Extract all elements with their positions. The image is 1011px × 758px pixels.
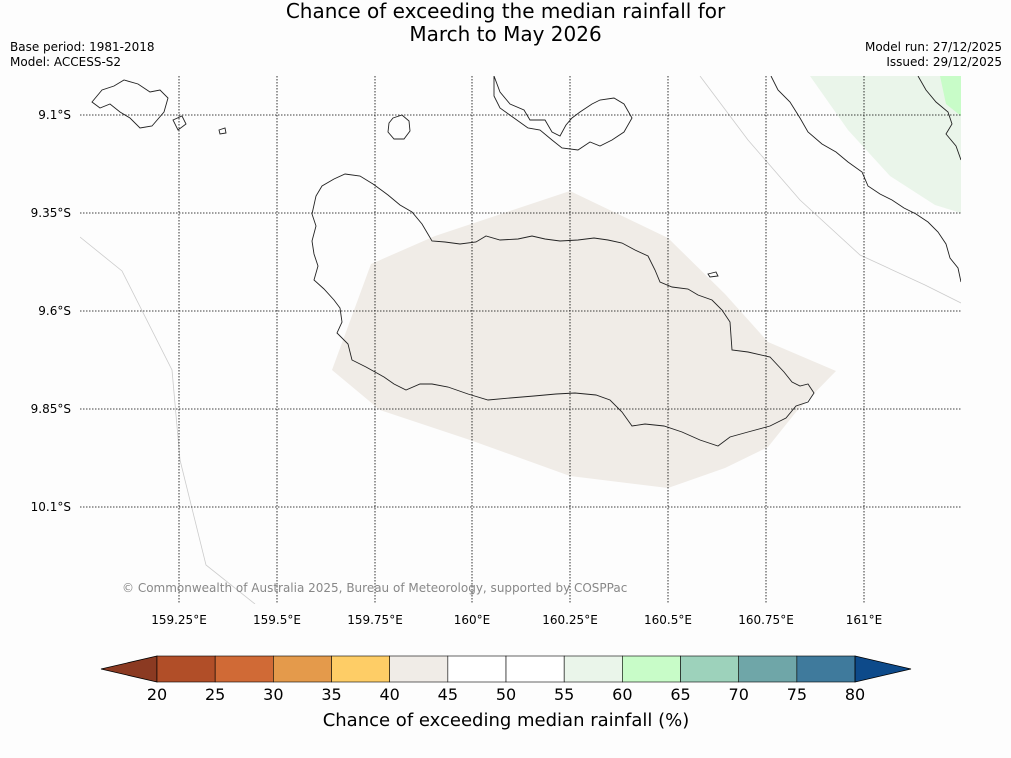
colorbar-tick-label: 75	[787, 685, 807, 704]
colorbar-tick-label: 50	[496, 685, 516, 704]
colorbar-segment	[738, 655, 798, 683]
colorbar-under-arrow	[100, 655, 158, 683]
savo-island-coastline	[387, 114, 411, 140]
colorbar-tick-label: 30	[263, 685, 283, 704]
eez-boundary-east	[699, 76, 961, 304]
colorbar-title: Chance of exceeding median rainfall (%)	[323, 710, 690, 731]
latitude-labels: 9.1°S 9.35°S 9.6°S 9.85°S 10.1°S	[31, 108, 71, 514]
colorbar-tick-label: 20	[147, 685, 167, 704]
map-title-line1: Chance of exceeding the median rainfall …	[285, 0, 726, 23]
lon-tick-label: 159.5°E	[253, 613, 301, 627]
lon-tick-label: 161°E	[846, 613, 883, 627]
colorbar-tick-label: 35	[321, 685, 341, 704]
colorbar-tick-label: 55	[554, 685, 574, 704]
colorbar-tick-label: 80	[845, 685, 865, 704]
lat-tick-label: 9.85°S	[31, 402, 71, 416]
colorbar: 20 25 30 35 40 45 50 55 60 65 70 75 80	[100, 655, 912, 704]
colorbar-segment	[156, 655, 216, 683]
forecast-region-60-65	[940, 76, 961, 116]
malaita-north-coastline	[917, 76, 961, 161]
colorbar-segment	[680, 655, 740, 683]
colorbar-tick-label: 25	[205, 685, 225, 704]
map-area	[80, 76, 961, 604]
lat-tick-label: 10.1°S	[31, 500, 71, 514]
model-run-text: Model run: 27/12/2025	[864, 40, 1002, 54]
small-island-1	[172, 115, 187, 131]
colorbar-tick-label: 40	[380, 685, 400, 704]
lat-tick-label: 9.6°S	[38, 304, 71, 318]
lon-tick-label: 160.75°E	[738, 613, 794, 627]
colorbar-tick-label: 45	[438, 685, 458, 704]
malaita-coastline	[770, 76, 961, 283]
colorbar-segment	[389, 655, 449, 683]
lon-tick-label: 160.25°E	[542, 613, 598, 627]
colorbar-segment	[273, 655, 332, 683]
colorbar-tick-label: 65	[670, 685, 690, 704]
colorbar-segment	[563, 655, 623, 683]
colorbar-segment	[331, 655, 390, 683]
colorbar-segment	[447, 655, 507, 683]
longitude-labels: 159.25°E 159.5°E 159.75°E 160°E 160.25°E 160.…	[151, 613, 882, 627]
nggela-islands-coastline	[493, 76, 633, 151]
issued-text: Issued: 29/12/2025	[886, 55, 1002, 69]
model-text: Model: ACCESS-S2	[10, 55, 122, 69]
colorbar-segment	[214, 655, 274, 683]
colorbar-over-arrow	[854, 655, 912, 683]
lon-tick-label: 160°E	[454, 613, 491, 627]
colorbar-segment	[622, 655, 681, 683]
lat-tick-label: 9.35°S	[31, 206, 71, 220]
base-period-text: Base period: 1981-2018	[10, 40, 155, 54]
colorbar-segment	[796, 655, 856, 683]
lon-tick-label: 160.5°E	[644, 613, 692, 627]
lon-tick-label: 159.75°E	[347, 613, 403, 627]
russell-islands-coastline	[91, 79, 169, 129]
copyright-credit: © Commonwealth of Australia 2025, Bureau…	[122, 581, 627, 595]
forecast-region-40-45	[332, 191, 836, 488]
forecast-region-55-60	[810, 76, 961, 213]
lat-tick-label: 9.1°S	[38, 108, 71, 122]
graticule	[80, 76, 961, 604]
colorbar-tick-label: 70	[729, 685, 749, 704]
lon-tick-label: 159.25°E	[151, 613, 207, 627]
colorbar-tick-label: 60	[612, 685, 632, 704]
eez-boundary-west	[80, 236, 256, 604]
map-title-line2: March to May 2026	[409, 22, 602, 46]
small-island-2	[218, 127, 227, 135]
guadalcanal-coastline	[311, 173, 815, 447]
small-island-3	[707, 271, 719, 278]
colorbar-segment	[505, 655, 565, 683]
